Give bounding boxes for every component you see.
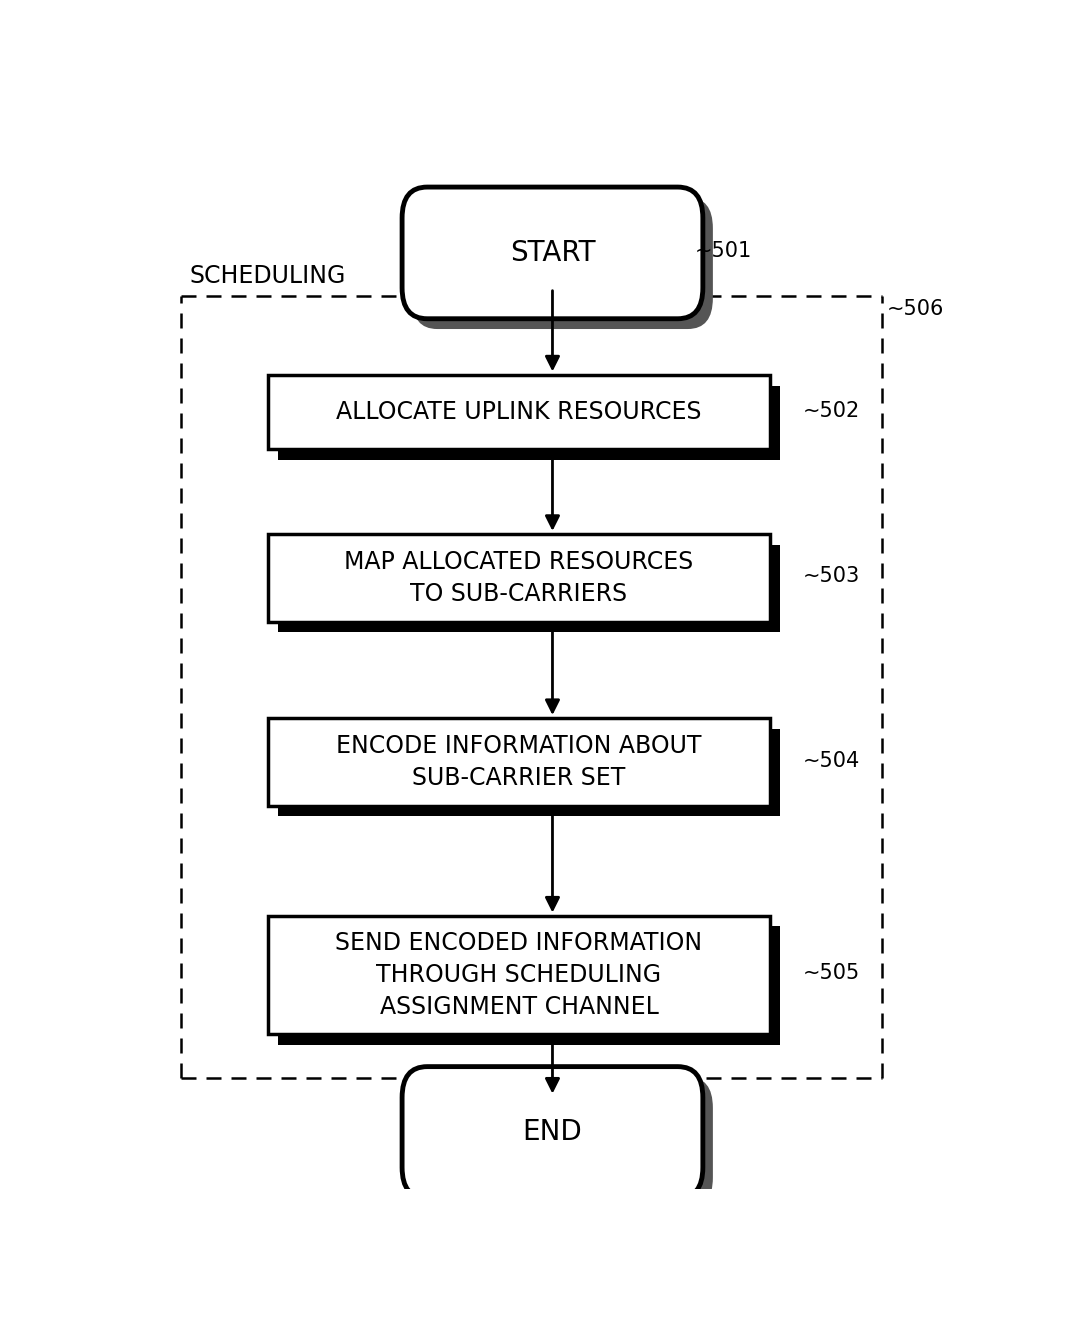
Text: SEND ENCODED INFORMATION
THROUGH SCHEDULING
ASSIGNMENT CHANNEL: SEND ENCODED INFORMATION THROUGH SCHEDUL… [335,931,703,1018]
FancyBboxPatch shape [402,1066,703,1198]
FancyBboxPatch shape [268,534,770,621]
FancyBboxPatch shape [402,187,703,319]
Text: ~506: ~506 [887,299,944,319]
Text: ~504: ~504 [803,751,860,771]
Text: MAP ALLOCATED RESOURCES
TO SUB-CARRIERS: MAP ALLOCATED RESOURCES TO SUB-CARRIERS [345,550,693,605]
Text: END: END [523,1118,582,1146]
FancyBboxPatch shape [412,1077,713,1209]
Text: START: START [510,239,595,267]
FancyBboxPatch shape [278,386,779,460]
FancyBboxPatch shape [278,926,779,1045]
Text: ~505: ~505 [803,963,860,983]
FancyBboxPatch shape [412,198,713,329]
FancyBboxPatch shape [268,916,770,1034]
Text: ~503: ~503 [803,566,860,587]
Text: ALLOCATE UPLINK RESOURCES: ALLOCATE UPLINK RESOURCES [336,401,702,425]
FancyBboxPatch shape [268,375,770,449]
FancyBboxPatch shape [268,719,770,806]
Text: ~501: ~501 [694,240,751,261]
Text: ENCODE INFORMATION ABOUT
SUB-CARRIER SET: ENCODE INFORMATION ABOUT SUB-CARRIER SET [336,735,702,790]
Text: ~502: ~502 [803,401,860,421]
FancyBboxPatch shape [278,728,779,816]
Text: SCHEDULING: SCHEDULING [189,265,345,287]
FancyBboxPatch shape [278,545,779,632]
